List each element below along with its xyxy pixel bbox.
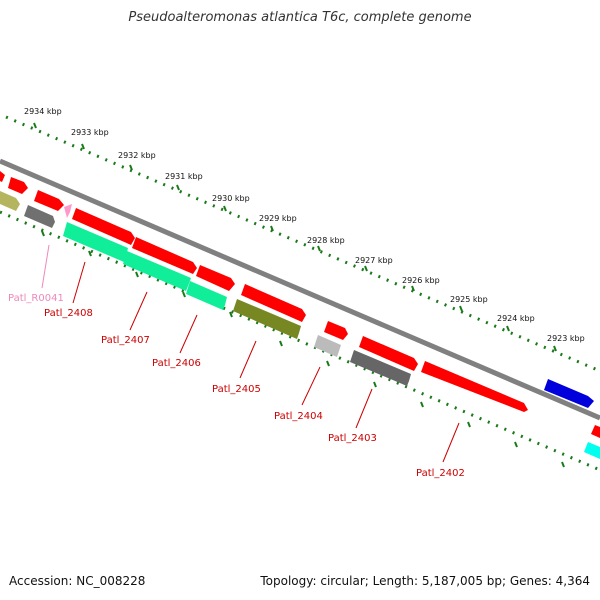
cds-feature bbox=[72, 208, 135, 245]
gene-label-patl-2406: Patl_2406 bbox=[152, 358, 201, 369]
scale-labels: 2934 kbp 2933 kbp 2932 kbp 2931 kbp 2930… bbox=[24, 107, 585, 343]
cyan-cds-feature bbox=[584, 442, 600, 459]
scale-label: 2924 kbp bbox=[497, 314, 535, 323]
outer-major-ticks bbox=[33, 122, 557, 352]
cds-feature bbox=[241, 284, 306, 322]
inner-major-ticks bbox=[41, 230, 565, 468]
scale-label: 2934 kbp bbox=[24, 107, 62, 116]
cds-feature bbox=[0, 171, 5, 182]
misc-feature bbox=[24, 205, 55, 228]
cds-feature bbox=[186, 281, 227, 310]
cds-feature bbox=[324, 321, 348, 340]
gene-labels: Patl_R0041 Patl_2408 Patl_2407 Patl_2406… bbox=[8, 293, 465, 479]
cds-feature bbox=[196, 265, 235, 291]
scale-label: 2930 kbp bbox=[212, 194, 250, 203]
misc-feature bbox=[0, 191, 20, 211]
inner-scale-dots bbox=[0, 210, 600, 472]
gene-label-patl-2408: Patl_2408 bbox=[44, 308, 93, 319]
trna-feature bbox=[64, 204, 72, 218]
scale-label: 2928 kbp bbox=[307, 236, 345, 245]
gene-label-patl-2403: Patl_2403 bbox=[328, 433, 377, 444]
cds-feature bbox=[591, 425, 600, 438]
cds-feature bbox=[123, 251, 191, 291]
reverse-features bbox=[0, 191, 600, 459]
scale-label: 2931 kbp bbox=[165, 172, 203, 181]
cds-feature bbox=[132, 237, 197, 274]
scale-label: 2933 kbp bbox=[71, 128, 109, 137]
cds-feature bbox=[421, 361, 528, 412]
misc-feature bbox=[233, 299, 301, 339]
cds-feature bbox=[8, 177, 28, 194]
genome-backbone bbox=[0, 158, 600, 421]
cds-feature bbox=[34, 190, 64, 211]
scale-label: 2929 kbp bbox=[259, 214, 297, 223]
scale-label: 2923 kbp bbox=[547, 334, 585, 343]
scale-label: 2932 kbp bbox=[118, 151, 156, 160]
misc-feature bbox=[314, 335, 341, 357]
gene-label-patl-2407: Patl_2407 bbox=[101, 335, 150, 346]
misc-feature bbox=[350, 350, 411, 386]
cds-feature bbox=[63, 222, 128, 262]
scale-label: 2925 kbp bbox=[450, 295, 488, 304]
gene-label-patl-r0041: Patl_R0041 bbox=[8, 293, 64, 304]
scale-label: 2926 kbp bbox=[402, 276, 440, 285]
gene-label-patl-2405: Patl_2405 bbox=[212, 384, 261, 395]
gene-label-patl-2404: Patl_2404 bbox=[274, 411, 323, 422]
genome-summary-text: Topology: circular; Length: 5,187,005 bp… bbox=[260, 574, 590, 588]
gene-label-patl-2402: Patl_2402 bbox=[416, 468, 465, 479]
label-leaders bbox=[41, 244, 460, 463]
map-title: Pseudoalteromonas atlantica T6c, complet… bbox=[128, 10, 472, 25]
accession-text: Accession: NC_008228 bbox=[9, 574, 146, 588]
forward-features bbox=[0, 171, 594, 412]
blue-cds-feature bbox=[544, 379, 594, 408]
scale-label: 2927 kbp bbox=[355, 256, 393, 265]
cds-feature bbox=[359, 336, 418, 371]
